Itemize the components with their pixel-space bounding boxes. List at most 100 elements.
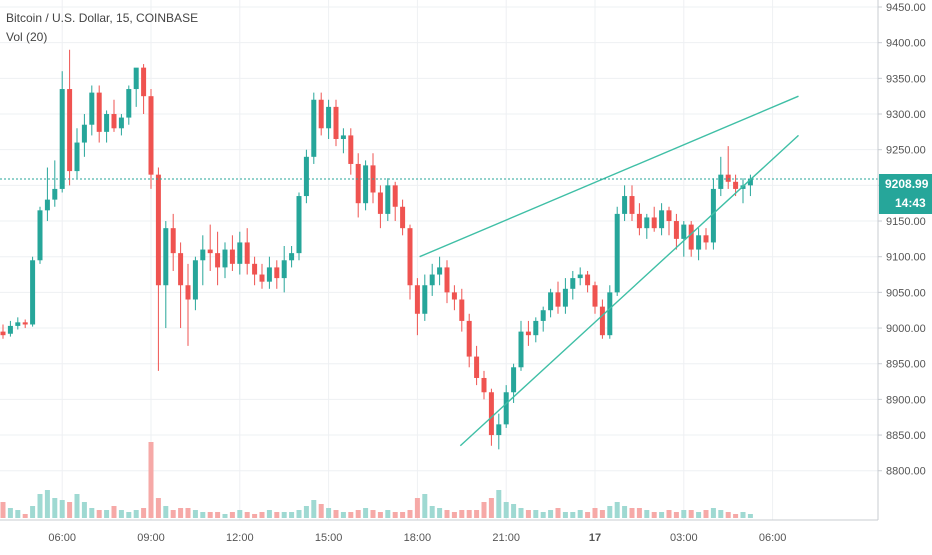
time-tick-label: 15:00 — [315, 532, 343, 544]
candle-body — [192, 260, 198, 300]
volume-bar — [422, 494, 428, 518]
candle-body — [659, 210, 665, 229]
candle-body — [222, 249, 228, 268]
trendlines[interactable] — [419, 95, 799, 447]
candle-body — [37, 210, 43, 261]
candle-body — [7, 325, 13, 334]
volume-bar — [555, 508, 561, 518]
candle-body — [348, 135, 354, 164]
volume-bar — [274, 512, 280, 518]
candle-body — [215, 253, 221, 268]
volume-bar — [118, 510, 124, 518]
volume-bar — [525, 510, 531, 518]
volume-bar — [155, 498, 161, 518]
candle-body — [629, 196, 635, 214]
volume-bar — [126, 512, 132, 518]
volume-bar — [444, 510, 450, 518]
candle-body — [229, 249, 235, 264]
candle-body — [200, 249, 206, 261]
candle-body — [710, 188, 716, 243]
chart-legend[interactable]: Bitcoin / U.S. Dollar, 15, COINBASE Vol … — [6, 9, 198, 47]
volume-bar — [296, 510, 302, 518]
plot-background — [0, 0, 878, 520]
candle-body — [311, 99, 317, 157]
volume-bar — [540, 512, 546, 518]
candle-body — [518, 331, 524, 368]
candle-body — [244, 242, 250, 264]
price-tick-label: 9350.00 — [886, 73, 926, 85]
candle-body — [400, 206, 406, 229]
volume-label[interactable]: Vol (20) — [6, 30, 48, 44]
price-axis[interactable]: 9450.009400.009350.009300.009250.009200.… — [878, 2, 926, 478]
candle-body — [326, 106, 332, 129]
candle-body — [252, 263, 258, 275]
candle-body — [52, 188, 58, 200]
candle-body — [155, 174, 161, 286]
candle-body — [688, 224, 694, 250]
volume-bar — [7, 508, 13, 518]
grid-lines — [0, 0, 878, 520]
candle-body — [444, 267, 450, 293]
volume-bar — [429, 506, 435, 518]
volume-bar — [703, 510, 709, 518]
time-tick-label: 09:00 — [137, 532, 165, 544]
time-tick-label: 12:00 — [226, 532, 254, 544]
volume-bar — [259, 512, 265, 518]
volume-bar — [518, 508, 524, 518]
volume-bar — [229, 512, 235, 518]
time-tick-label: 17 — [589, 532, 601, 544]
candle-body — [74, 142, 80, 172]
volume-bar — [252, 514, 258, 518]
volume-bar — [474, 510, 480, 518]
time-axis[interactable]: 06:00 09:00 12:00 15:00 18:00 21:00 17 03:00 06:… — [48, 532, 786, 544]
volume-bar — [355, 510, 361, 518]
candle-body — [185, 285, 191, 300]
volume-bar — [451, 512, 457, 518]
candle-body — [259, 274, 265, 282]
symbol-title[interactable]: Bitcoin / U.S. Dollar, 15, COINBASE — [6, 11, 199, 25]
candle-body — [414, 285, 420, 314]
volume-bar — [488, 498, 494, 518]
candle-body — [81, 124, 87, 143]
candle-body — [274, 267, 280, 279]
volume-bar — [733, 514, 739, 518]
candle-body — [385, 185, 391, 214]
volume-bar — [333, 510, 339, 518]
volume-bar — [222, 514, 228, 518]
volume-bar — [659, 512, 665, 518]
candle-body — [666, 210, 672, 222]
candle-body — [422, 285, 428, 314]
volume-bar — [629, 508, 635, 518]
volume-bar — [548, 510, 554, 518]
candle-body — [474, 356, 480, 378]
candle-body — [636, 213, 642, 229]
volume-bar — [696, 512, 702, 518]
candle-body — [577, 274, 583, 279]
candle-body — [488, 392, 494, 436]
time-tick-label: 21:00 — [492, 532, 520, 544]
volume-bar — [170, 510, 176, 518]
volume-bar — [200, 512, 206, 518]
candle-body — [651, 217, 657, 229]
volume-bar — [710, 508, 716, 518]
volume-bar — [533, 510, 539, 518]
time-tick-label: 03:00 — [670, 532, 698, 544]
price-tick-label: 9100.00 — [886, 252, 926, 264]
volume-bar — [303, 506, 309, 518]
price-tick-label: 8900.00 — [886, 394, 926, 406]
volume-bar — [681, 510, 687, 518]
volume-bar — [437, 508, 443, 518]
time-tick-label: 06:00 — [759, 532, 787, 544]
volume-bar — [747, 514, 753, 518]
price-badge: 9208.99 14:43 — [879, 174, 932, 214]
volume-bar — [81, 502, 87, 518]
candle-body — [237, 242, 243, 264]
candle-body — [178, 253, 184, 286]
candle-body — [592, 285, 598, 307]
volume-bar — [459, 510, 465, 518]
price-tick-label: 8950.00 — [886, 359, 926, 371]
candle-body — [459, 299, 465, 321]
volume-bar — [133, 510, 139, 518]
